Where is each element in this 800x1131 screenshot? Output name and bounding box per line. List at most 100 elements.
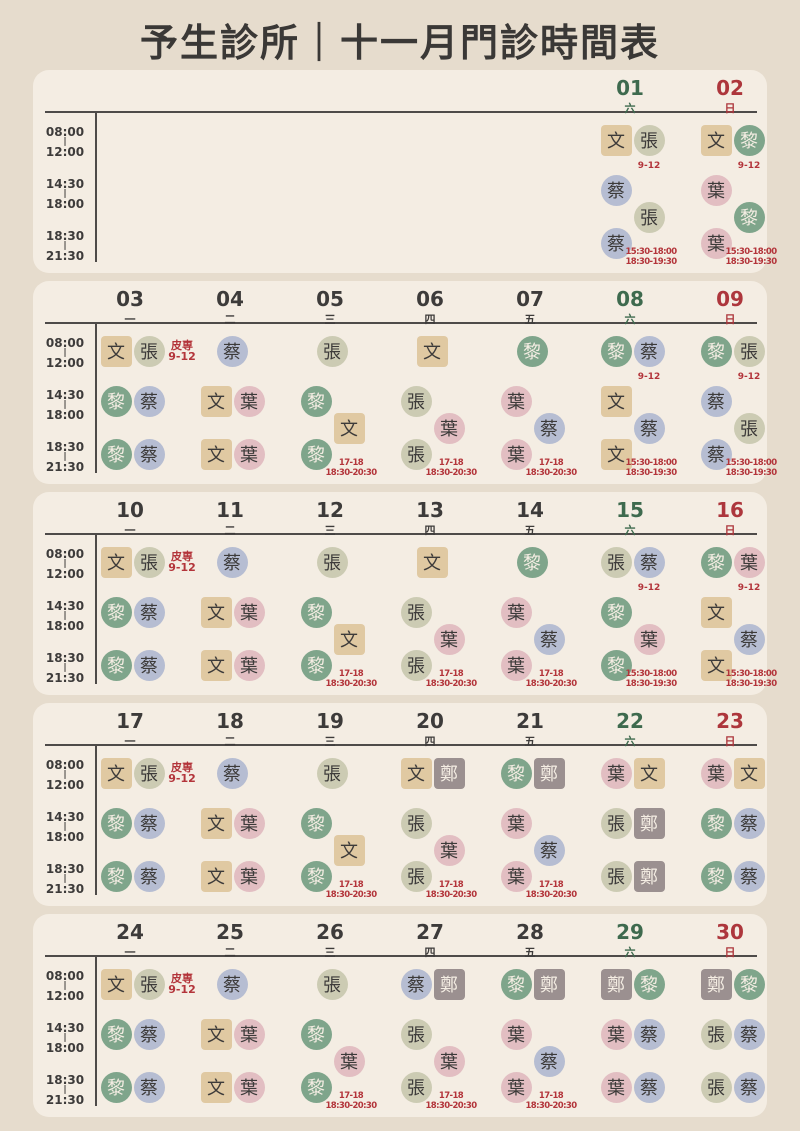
time-divider [95, 112, 97, 262]
time-label: 08:00 | 12:00 [43, 966, 87, 1006]
day-number: 20 [416, 709, 444, 733]
doctor-chip: 蔡 [133, 1071, 165, 1103]
doctor-chip: 蔡 [733, 860, 765, 892]
doctor-chip: 文 [333, 623, 365, 655]
doctor-chip: 葉 [233, 596, 265, 628]
time-start: 18:30 [45, 862, 85, 876]
time-start: 14:30 [45, 810, 85, 824]
note-line: 15:30-18:00 [625, 247, 677, 257]
note-line: 9-12 [168, 561, 196, 574]
week-card: 08:00 | 12:00 14:30 | 18:00 18:30 | 21:30 24 一文張黎蔡… [33, 914, 767, 1117]
day-number: 08 [616, 287, 644, 311]
time-start: 08:00 [45, 758, 85, 772]
header-divider [45, 533, 757, 535]
note-line: 18:30-20:30 [525, 468, 577, 478]
doctor-chip: 張 [400, 385, 432, 417]
doctor-chip: 張 [633, 201, 665, 233]
doctor-chip: 葉 [433, 412, 465, 444]
time-end: 12:00 [45, 567, 85, 581]
weekday-label: 日 [724, 102, 736, 115]
doctor-chip: 葉 [500, 1018, 532, 1050]
doctor-chip: 鄭 [433, 757, 465, 789]
time-label: 14:30 | 18:00 [43, 385, 87, 425]
doctor-chip: 鄭 [633, 860, 665, 892]
time-end: 18:00 [45, 197, 85, 211]
doctor-chip: 文 [733, 757, 765, 789]
time-end: 21:30 [45, 1093, 85, 1107]
doctor-chip: 張 [400, 807, 432, 839]
doctor-chip: 蔡 [216, 335, 248, 367]
doctor-chip: 黎 [300, 438, 332, 470]
doctor-chip: 蔡 [700, 438, 732, 470]
weekday-label: 一 [124, 946, 136, 959]
weekday-label: 三 [324, 313, 336, 326]
doctor-chip: 黎 [100, 860, 132, 892]
doctor-chip: 葉 [633, 623, 665, 655]
schedule-note: 9-12 [729, 161, 769, 171]
weekday-label: 六 [624, 102, 636, 115]
doctor-chip: 葉 [433, 834, 465, 866]
time-end: 12:00 [45, 778, 85, 792]
weekday-label: 日 [724, 946, 736, 959]
doctor-chip: 張 [600, 546, 632, 578]
doctor-chip: 張 [733, 335, 765, 367]
time-label: 08:00 | 12:00 [43, 755, 87, 795]
note-line: 9-12 [737, 372, 761, 382]
time-label: 18:30 | 21:30 [43, 648, 87, 688]
note-line: 9-12 [637, 161, 661, 171]
time-start: 08:00 [45, 125, 85, 139]
note-line: 9-12 [168, 983, 196, 996]
header-divider [45, 955, 757, 957]
schedule-note: 15:30-18:00 18:30-19:30 [621, 669, 681, 689]
schedule-note: 17-18 18:30-20:30 [421, 458, 481, 478]
schedule-note: 15:30-18:00 18:30-19:30 [721, 458, 781, 478]
day-number: 14 [516, 498, 544, 522]
doctor-chip: 文 [400, 757, 432, 789]
doctor-chip: 文 [100, 335, 132, 367]
doctor-chip: 蔡 [700, 385, 732, 417]
doctor-chip: 黎 [500, 968, 532, 1000]
doctor-chip: 葉 [600, 1018, 632, 1050]
weekday-label: 四 [424, 524, 436, 537]
time-start: 18:30 [45, 651, 85, 665]
day-number: 17 [116, 709, 144, 733]
time-label: 18:30 | 21:30 [43, 226, 87, 266]
note-line: 18:30-19:30 [625, 679, 677, 689]
day-number: 15 [616, 498, 644, 522]
day-number: 21 [516, 709, 544, 733]
note-line: 9-12 [737, 161, 761, 171]
weekday-label: 二 [224, 524, 236, 537]
doctor-chip: 文 [700, 124, 732, 156]
time-label: 18:30 | 21:30 [43, 437, 87, 477]
doctor-chip: 鄭 [700, 968, 732, 1000]
doctor-chip: 蔡 [133, 1018, 165, 1050]
doctor-chip: 葉 [500, 807, 532, 839]
weekday-label: 六 [624, 524, 636, 537]
note-line: 17-18 [338, 669, 364, 679]
doctor-chip: 文 [200, 1018, 232, 1050]
week-card: 08:00 | 12:00 14:30 | 18:00 18:30 | 21:30 01 六文張蔡張… [33, 70, 777, 273]
doctor-chip: 文 [416, 546, 448, 578]
doctor-chip: 蔡 [533, 834, 565, 866]
note-line: 15:30-18:00 [725, 669, 777, 679]
doctor-chip: 張 [400, 860, 432, 892]
day-number: 09 [716, 287, 744, 311]
doctor-chip: 蔡 [533, 412, 565, 444]
note-line: 17-18 [438, 880, 464, 890]
schedule-note: 皮専 9-12 [166, 762, 198, 784]
time-label: 14:30 | 18:00 [43, 174, 87, 214]
note-line: 17-18 [438, 1091, 464, 1101]
doctor-chip: 蔡 [133, 860, 165, 892]
note-line: 15:30-18:00 [725, 458, 777, 468]
note-line: 9-12 [637, 372, 661, 382]
time-end: 12:00 [45, 145, 85, 159]
doctor-chip: 葉 [500, 385, 532, 417]
day-number: 06 [416, 287, 444, 311]
day-number: 27 [416, 920, 444, 944]
note-line: 17-18 [538, 458, 564, 468]
weekday-label: 一 [124, 524, 136, 537]
note-line: 18:30-20:30 [425, 468, 477, 478]
note-line: 17-18 [538, 669, 564, 679]
doctor-chip: 蔡 [733, 1071, 765, 1103]
doctor-chip: 張 [700, 1071, 732, 1103]
